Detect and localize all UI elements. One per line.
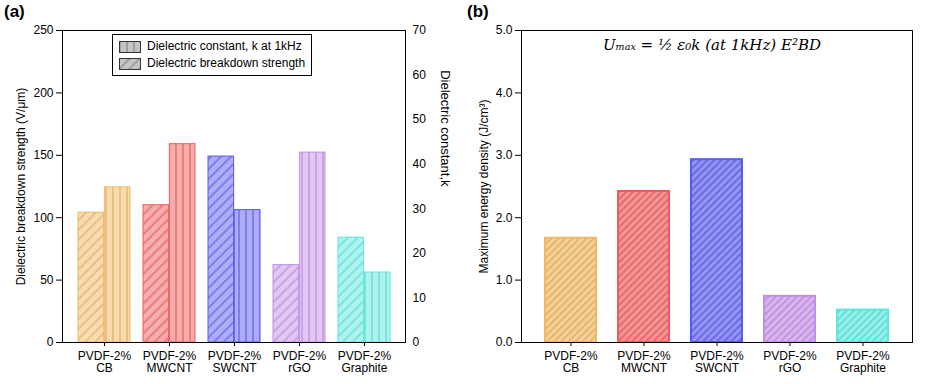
svg-text:1.0: 1.0 — [496, 273, 513, 287]
html-text:(a): (a) — [4, 2, 25, 21]
svg-text:Dielectric breakdown strength: Dielectric breakdown strength (V/μm) — [14, 88, 28, 286]
svg-text:5.0: 5.0 — [496, 23, 513, 37]
svg-text:2.0: 2.0 — [496, 211, 513, 225]
svg-text:200: 200 — [33, 86, 53, 100]
svg-text:PVDF-2%SWCNT: PVDF-2%SWCNT — [208, 349, 262, 375]
svg-text:0.0: 0.0 — [496, 335, 513, 349]
svg-text:PVDF-2%MWCNT: PVDF-2%MWCNT — [617, 349, 671, 375]
svg-text:10: 10 — [413, 291, 427, 305]
svg-text:20: 20 — [413, 246, 427, 260]
svg-text:250: 250 — [33, 23, 53, 37]
svg-text:3.0: 3.0 — [496, 148, 513, 162]
svg-text:0: 0 — [413, 335, 420, 349]
html-text:(b): (b) — [467, 2, 489, 21]
svg-text:0: 0 — [47, 335, 54, 349]
svg-text:40: 40 — [413, 157, 427, 171]
svg-text:PVDF-2%CB: PVDF-2%CB — [544, 349, 598, 375]
svg-text:PVDF-2%rGO: PVDF-2%rGO — [273, 349, 327, 375]
svg-text:Dielectric constant,k: Dielectric constant,k — [438, 70, 453, 187]
html-text:Uₘₐₓ = ½ ε₀k (at 1kHz) E²BD: Uₘₐₓ = ½ ε₀k (at 1kHz) E²BD — [603, 36, 821, 54]
svg-text:PVDF-2%SWCNT: PVDF-2%SWCNT — [690, 349, 744, 375]
svg-text:150: 150 — [33, 148, 53, 162]
svg-text:PVDF-2%Graphite: PVDF-2%Graphite — [836, 349, 890, 375]
html-text:Dielectric constant, k at 1kHz: Dielectric constant, k at 1kHz — [147, 39, 302, 53]
svg-text:70: 70 — [413, 23, 427, 37]
svg-text:PVDF-2%Graphite: PVDF-2%Graphite — [338, 349, 392, 375]
svg-text:50: 50 — [413, 112, 427, 126]
svg-text:100: 100 — [33, 211, 53, 225]
svg-text:PVDF-2%rGO: PVDF-2%rGO — [763, 349, 817, 375]
svg-text:4.0: 4.0 — [496, 86, 513, 100]
svg-text:50: 50 — [40, 273, 54, 287]
svg-text:60: 60 — [413, 68, 427, 82]
svg-text:PVDF-2%MWCNT: PVDF-2%MWCNT — [143, 349, 197, 375]
svg-text:Maximum energy density (J/cm³): Maximum energy density (J/cm³) — [477, 99, 491, 273]
html-text:Dielectric breakdown strength: Dielectric breakdown strength — [147, 56, 306, 70]
svg-text:PVDF-2%CB: PVDF-2%CB — [78, 349, 132, 375]
svg-text:30: 30 — [413, 202, 427, 216]
